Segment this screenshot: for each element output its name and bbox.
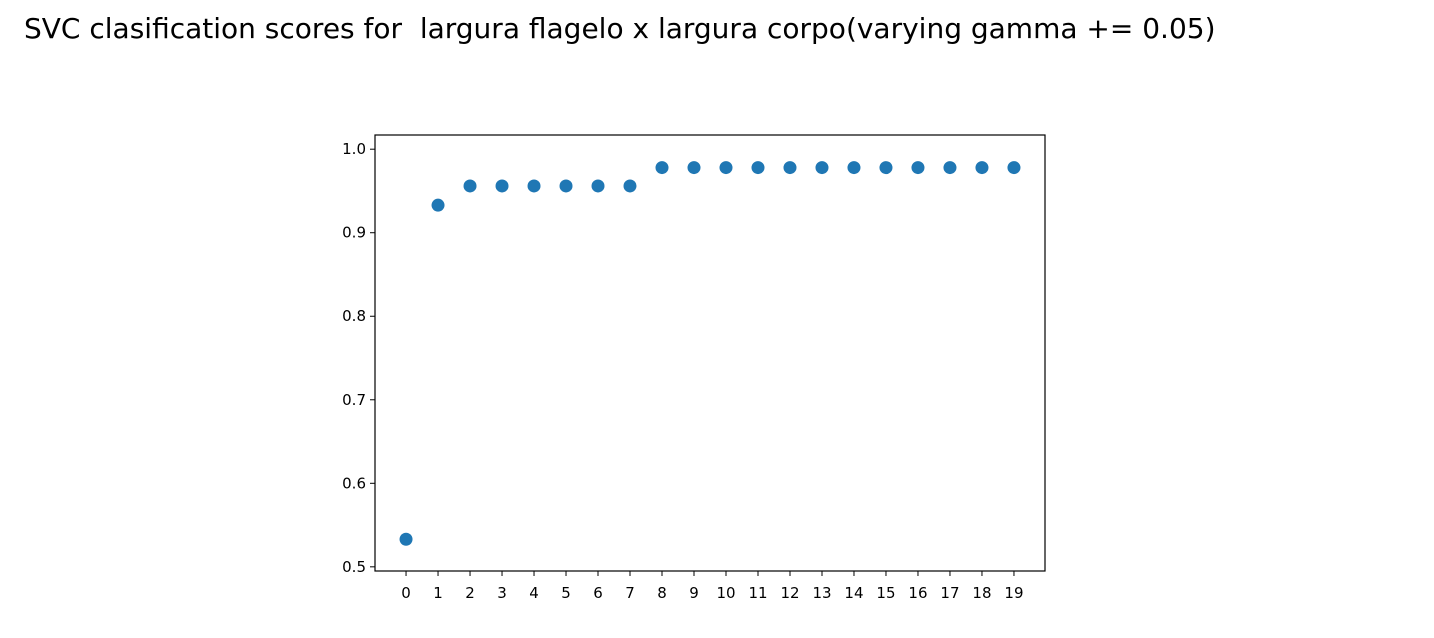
scatter-point	[623, 179, 637, 193]
x-tick-label: 1	[433, 584, 443, 602]
x-tick-label: 12	[780, 584, 799, 602]
y-tick-label: 0.5	[342, 558, 366, 576]
scatter-point	[975, 161, 989, 175]
x-tick-label: 10	[716, 584, 735, 602]
x-tick-label: 15	[876, 584, 895, 602]
scatter-point	[943, 161, 957, 175]
x-tick-label: 6	[593, 584, 603, 602]
x-tick-label: 0	[401, 584, 411, 602]
scatter-point	[815, 161, 829, 175]
plot-frame	[374, 134, 1046, 572]
scatter-point	[783, 161, 797, 175]
scatter-point	[495, 179, 509, 193]
chart-title: SVC clasification scores for largura fla…	[24, 12, 1216, 45]
scatter-point	[399, 532, 413, 546]
y-tick-label: 0.9	[342, 224, 366, 242]
scatter-point	[751, 161, 765, 175]
x-tick-label: 18	[972, 584, 991, 602]
x-tick-label: 16	[908, 584, 927, 602]
x-tick-label: 8	[657, 584, 667, 602]
y-tick-label: 0.8	[342, 307, 366, 325]
x-tick-label: 2	[465, 584, 475, 602]
x-tick-label: 19	[1004, 584, 1023, 602]
scatter-point	[655, 161, 669, 175]
scatter-point	[559, 179, 573, 193]
scatter-point	[911, 161, 925, 175]
x-tick-label: 7	[625, 584, 635, 602]
y-tick-label: 0.7	[342, 391, 366, 409]
y-tick-label: 0.6	[342, 474, 366, 492]
x-tick-label: 14	[844, 584, 863, 602]
scatter-point	[879, 161, 893, 175]
x-tick-label: 17	[940, 584, 959, 602]
scatter-point	[591, 179, 605, 193]
x-tick-label: 4	[529, 584, 539, 602]
scatter-point	[687, 161, 701, 175]
y-tick-label: 1.0	[342, 140, 366, 158]
x-tick-label: 9	[689, 584, 699, 602]
scatter-point	[431, 198, 445, 212]
x-tick-label: 5	[561, 584, 571, 602]
x-tick-label: 13	[812, 584, 831, 602]
x-tick-label: 3	[497, 584, 507, 602]
scatter-point	[463, 179, 477, 193]
scatter-point	[719, 161, 733, 175]
x-tick-label: 11	[748, 584, 767, 602]
scatter-point	[527, 179, 541, 193]
scatter-point	[847, 161, 861, 175]
scatter-point	[1007, 161, 1021, 175]
